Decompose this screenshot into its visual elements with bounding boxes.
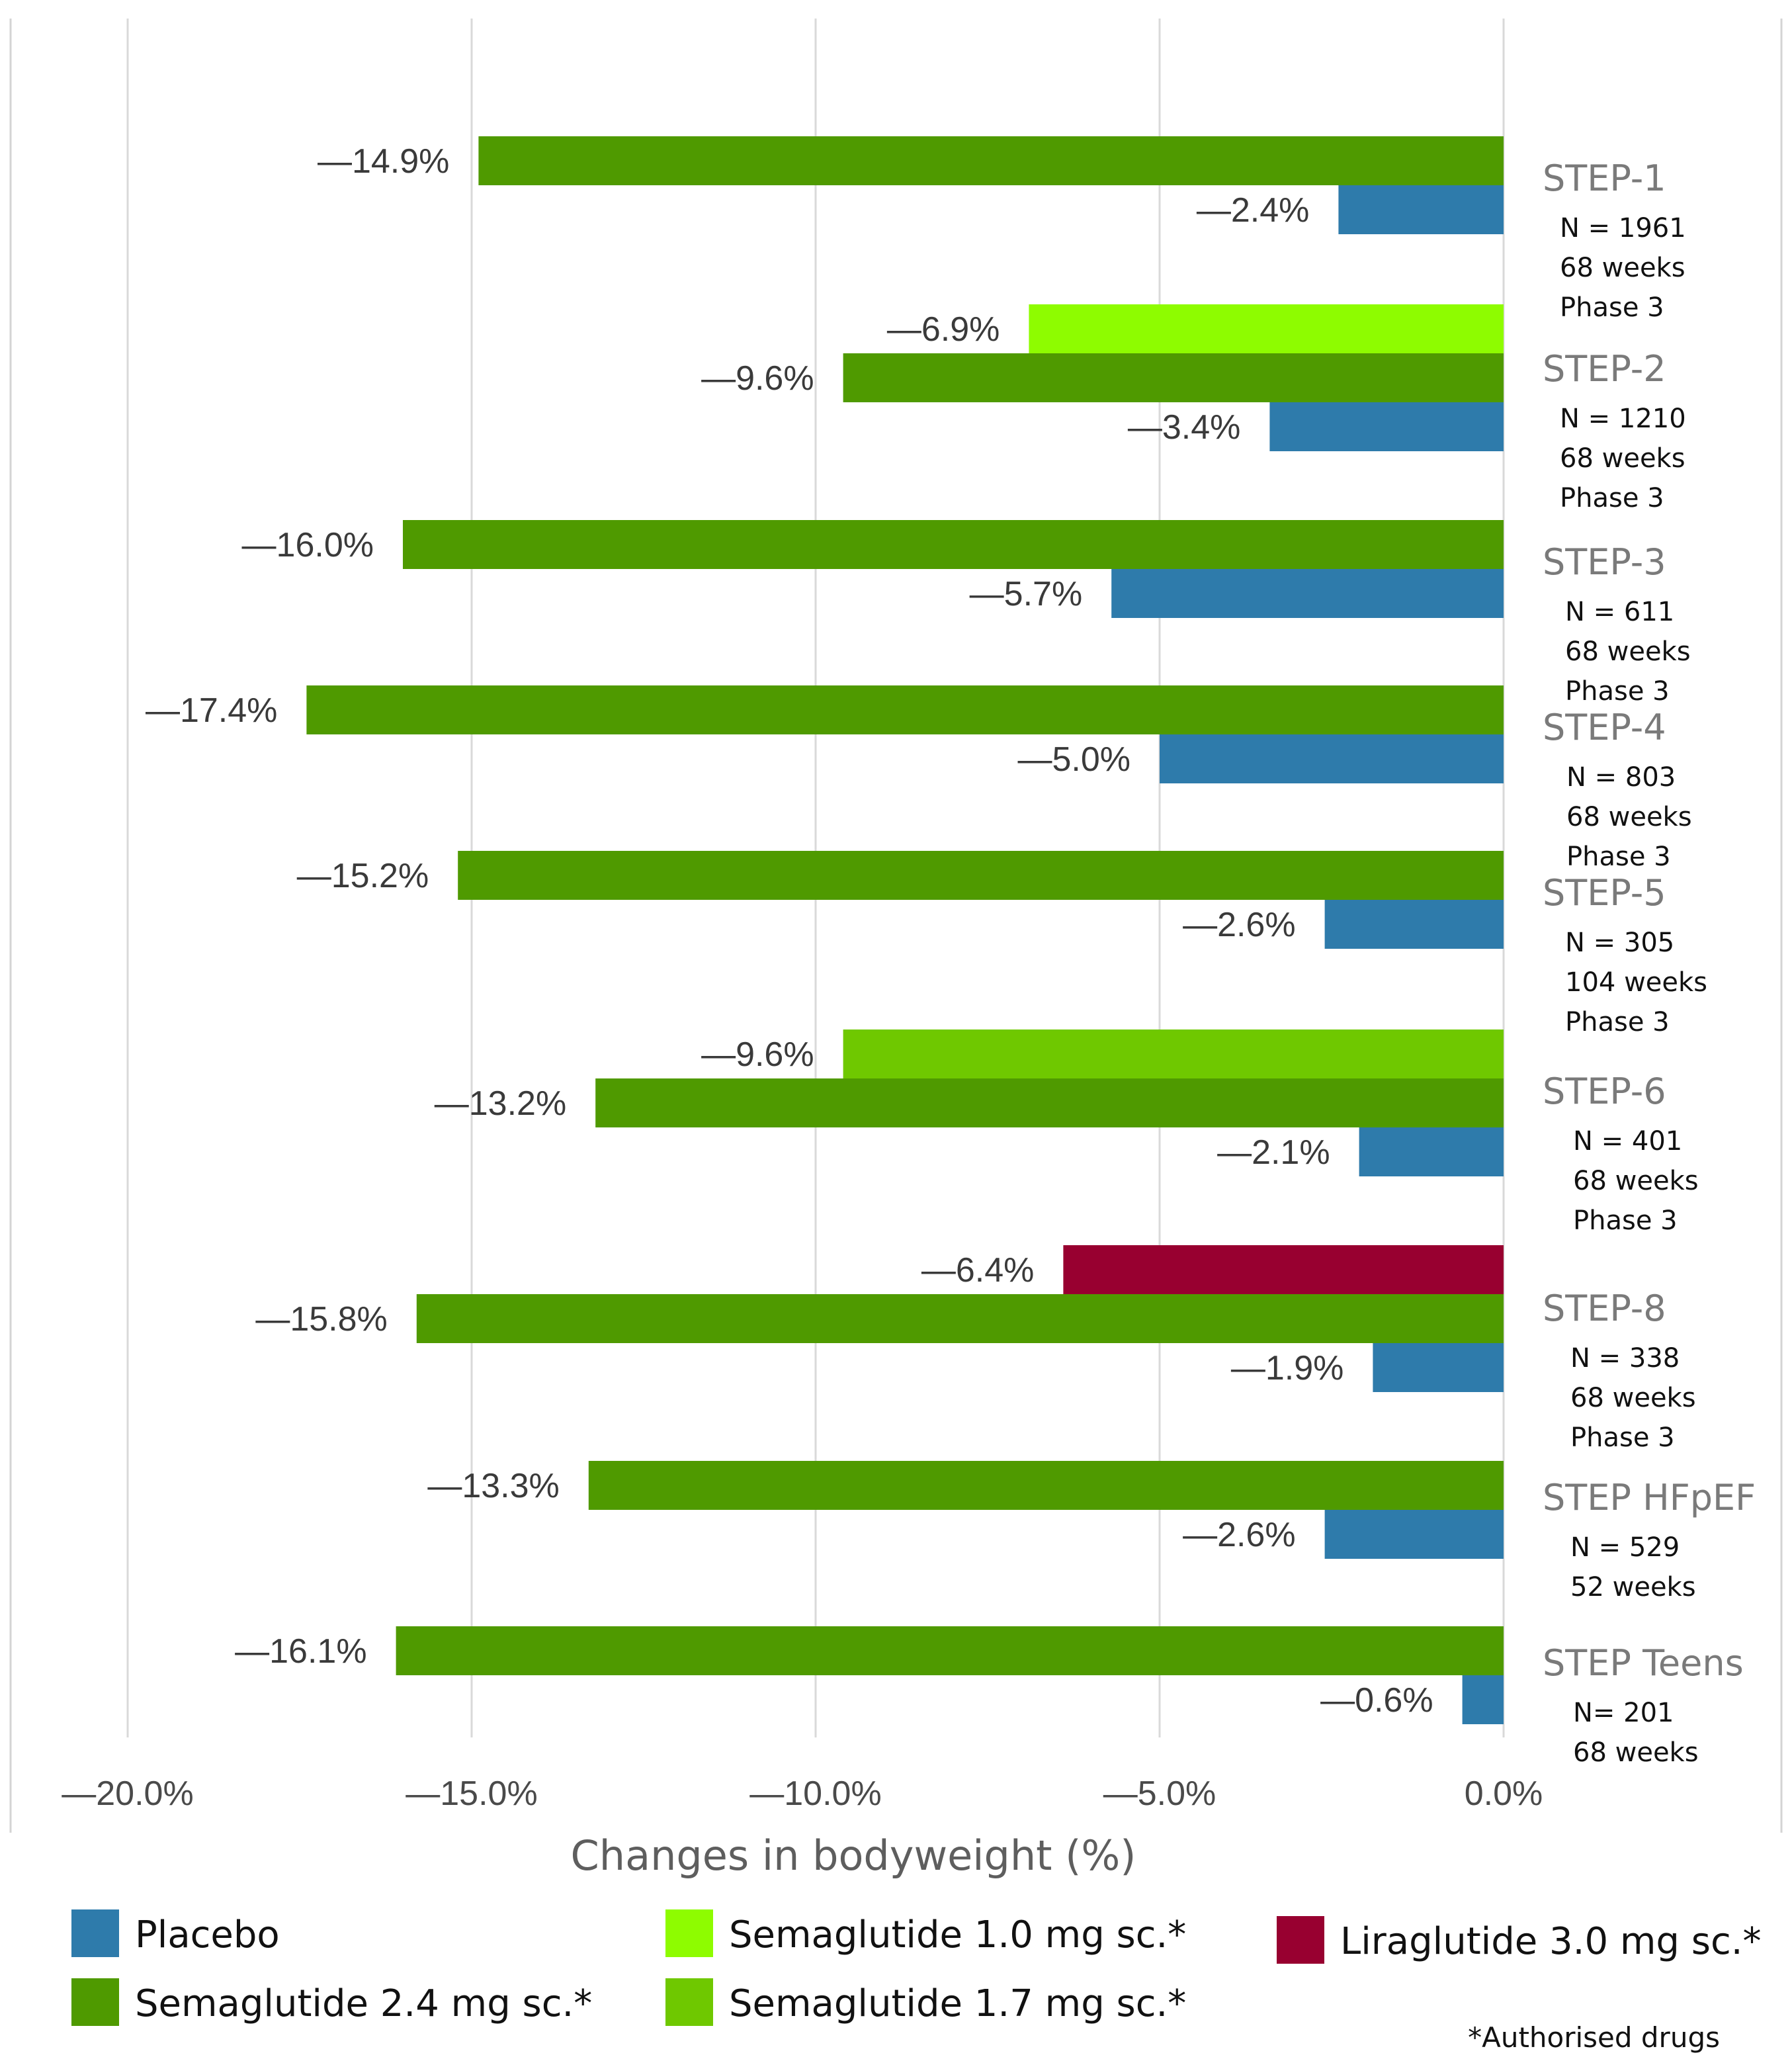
study-detail: 68 weeks: [1570, 1383, 1696, 1413]
bar-value-label: —3.4%: [1128, 408, 1241, 447]
study-detail: N = 338: [1570, 1343, 1680, 1374]
x-tick-label: —10.0%: [749, 1774, 881, 1813]
study-detail: 68 weeks: [1560, 443, 1685, 474]
study-detail: Phase 3: [1565, 676, 1670, 707]
bar-value-label: —6.4%: [921, 1251, 1035, 1290]
bar-value-label: —9.6%: [701, 359, 814, 398]
bar-sema24: [595, 1078, 1504, 1127]
bars: [306, 136, 1504, 1724]
bar-placebo: [1373, 1343, 1504, 1392]
bar-value-label: —2.4%: [1197, 191, 1310, 230]
bar-sema24: [843, 353, 1504, 402]
bar-value-label: —16.1%: [235, 1632, 366, 1671]
bar-placebo: [1111, 569, 1504, 618]
study-name: STEP-6: [1543, 1071, 1666, 1112]
bar-sema24: [403, 520, 1504, 569]
study-detail: N = 529: [1570, 1532, 1680, 1563]
study-detail: N = 803: [1566, 762, 1676, 793]
study-detail: Phase 3: [1570, 1423, 1675, 1453]
bar-placebo: [1462, 1675, 1504, 1724]
study-name: STEP-4: [1543, 707, 1666, 748]
legend-label: Liraglutide 3.0 mg sc.*: [1340, 1920, 1762, 1963]
legend-label: Placebo: [135, 1913, 280, 1956]
study-detail: 68 weeks: [1566, 802, 1692, 832]
study-detail: 104 weeks: [1565, 967, 1707, 998]
footnote: *Authorised drugs: [1468, 2021, 1720, 2054]
study-name: STEP Teens: [1543, 1642, 1744, 1684]
study-detail: N = 305: [1565, 928, 1674, 958]
bar-placebo: [1324, 900, 1504, 949]
study-detail: N= 201: [1573, 1698, 1674, 1728]
bar-value-label: —13.2%: [435, 1084, 566, 1123]
study-detail: Phase 3: [1573, 1205, 1678, 1236]
bar-placebo: [1359, 1127, 1504, 1176]
study-detail: N = 611: [1565, 597, 1674, 627]
bar-value-label: —13.3%: [427, 1467, 559, 1505]
bar-value-label: —17.4%: [146, 691, 277, 730]
legend-swatch-sema24: [71, 1978, 119, 2026]
x-tick-label: —5.0%: [1103, 1774, 1216, 1813]
x-tick-label: —15.0%: [405, 1774, 537, 1813]
x-tick-label: —20.0%: [62, 1774, 193, 1813]
bar-value-label: —6.9%: [887, 310, 1000, 349]
legend-swatch-sema17: [665, 1978, 713, 2026]
x-axis-title: Changes in bodyweight (%): [571, 1831, 1136, 1880]
bar-sema24: [396, 1626, 1504, 1675]
bar-value-label: —0.6%: [1320, 1681, 1433, 1720]
bar-value-label: —2.1%: [1217, 1133, 1330, 1172]
study-labels: STEP-1 N = 1961 68 weeks Phase 3 STEP-2 N = 1…: [1543, 157, 1756, 1768]
study-detail: 52 weeks: [1570, 1572, 1696, 1602]
study-detail: Phase 3: [1560, 483, 1664, 513]
legend-label: Semaglutide 2.4 mg sc.*: [135, 1982, 592, 2025]
study-name: STEP-8: [1543, 1288, 1666, 1329]
legend-swatch-sema10: [665, 1909, 713, 1957]
study-detail: 68 weeks: [1573, 1166, 1699, 1196]
bar-value-label: —2.6%: [1183, 1516, 1296, 1554]
study-name: STEP HFpEF: [1543, 1477, 1756, 1518]
study-detail: N = 401: [1573, 1126, 1682, 1157]
x-axis-ticks: —20.0% —15.0% —10.0% —5.0% 0.0%: [62, 1774, 1543, 1813]
legend-label: Semaglutide 1.7 mg sc.*: [729, 1982, 1186, 2025]
bar-value-label: —15.2%: [297, 857, 429, 895]
legend-swatch-lira30: [1277, 1916, 1324, 1964]
bar-sema24: [416, 1294, 1504, 1343]
study-detail: 68 weeks: [1573, 1737, 1699, 1768]
study-name: STEP-5: [1543, 872, 1666, 914]
bar-value-label: —2.6%: [1183, 906, 1296, 944]
study-detail: Phase 3: [1566, 842, 1671, 872]
legend-swatch-placebo: [71, 1909, 119, 1957]
study-name: STEP-2: [1543, 348, 1666, 390]
study-name: STEP-3: [1543, 541, 1666, 583]
x-tick-label: 0.0%: [1465, 1774, 1543, 1813]
bar-value-label: —14.9%: [318, 142, 449, 181]
bar-value-label: —9.6%: [701, 1035, 814, 1074]
bar-placebo: [1269, 402, 1504, 451]
study-detail: Phase 3: [1565, 1007, 1670, 1037]
bar-sema24: [306, 685, 1504, 734]
bar-value-label: —1.9%: [1231, 1349, 1344, 1387]
bar-sema24: [458, 851, 1504, 900]
bar-sema17: [843, 1030, 1504, 1078]
study-detail: 68 weeks: [1560, 253, 1685, 283]
bar-sema10: [1029, 304, 1504, 353]
bar-value-label: —5.7%: [970, 575, 1083, 613]
study-detail: N = 1961: [1560, 213, 1686, 243]
study-detail: 68 weeks: [1565, 636, 1691, 667]
bar-sema24: [588, 1461, 1504, 1510]
legend: Placebo Semaglutide 2.4 mg sc.* Semaglutid…: [71, 1909, 1762, 2026]
bar-value-label: —16.0%: [242, 526, 374, 564]
bar-sema24: [478, 136, 1504, 185]
bar-placebo: [1338, 185, 1504, 234]
bar-placebo: [1324, 1510, 1504, 1559]
bar-value-label: —15.8%: [255, 1300, 387, 1338]
study-detail: N = 1210: [1560, 404, 1686, 434]
bar-value-label: —5.0%: [1017, 740, 1131, 779]
legend-label: Semaglutide 1.0 mg sc.*: [729, 1913, 1186, 1956]
bar-lira30: [1063, 1245, 1504, 1294]
study-detail: Phase 3: [1560, 292, 1664, 323]
bar-placebo: [1160, 734, 1504, 783]
value-labels: —14.9% —2.4% —6.9% —9.6% —3.4% —16.0% —5.7% —17…: [146, 142, 1433, 1720]
study-name: STEP-1: [1543, 157, 1666, 199]
